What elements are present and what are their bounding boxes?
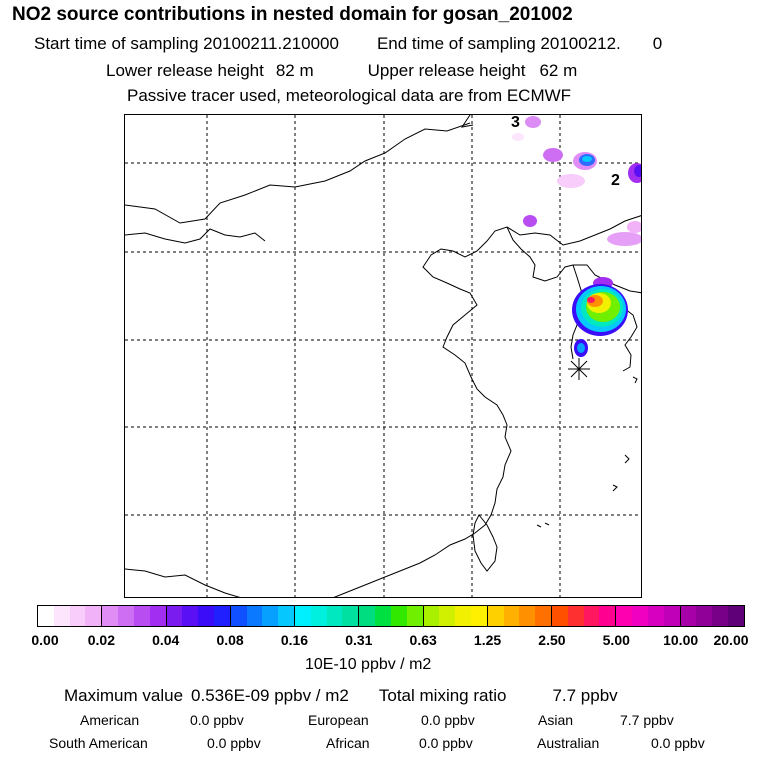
colorbar-swatch [487,606,504,626]
region-name-american: American [80,712,140,728]
summary-line: Maximum value 0.536E-09 ppbv / m2 Total mi… [64,686,618,706]
colorbar-tick-label: 0.31 [345,632,373,648]
colorbar-swatch [149,606,167,626]
region-name-australian: Australian [537,735,600,751]
region-value-african: 0.0 ppbv [419,735,473,751]
region-name-asian: Asian [538,712,574,728]
plume-field [512,116,641,357]
colorbar-tick-label: 2.50 [538,632,566,648]
colorbar [37,605,745,627]
colorbar-swatch [647,606,664,626]
colorbar-swatch [583,606,600,626]
region-value-european: 0.0 ppbv [421,712,475,728]
colorbar-swatch [326,606,343,626]
colorbar-swatch [390,606,407,626]
colorbar-swatch [632,606,648,626]
colorbar-swatch [359,606,376,626]
colorbar-swatch [663,606,681,626]
colorbar-tick-label: 0.08 [216,632,244,648]
region-name-south-american: South American [49,735,148,751]
region-value-south-american: 0.0 ppbv [207,735,261,751]
total-value: 7.7 ppbv [552,686,618,705]
colorbar-swatch [166,606,183,626]
colorbar-swatch [727,606,744,626]
colorbar-swatch [696,606,713,626]
colorbar-swatch [262,606,279,626]
tracer-note: Passive tracer used, meteorological data… [127,86,572,105]
colorbar-swatch [616,606,633,626]
colorbar-swatch [552,606,568,626]
total-label: Total mixing ratio [378,686,507,705]
colorbar-swatch [599,606,617,626]
region-value-asian: 7.7 ppbv [620,712,674,728]
colorbar-swatch [503,606,520,626]
start-time: Start time of sampling 20100211.210000 [34,34,339,53]
colorbar-tick-label: 0.63 [409,632,437,648]
colorbar-swatch [439,606,456,626]
contour-label-3: 3 [511,115,520,131]
region-value-australian: 0.0 ppbv [651,735,705,751]
colorbar-swatch [375,606,391,626]
colorbar-swatch [182,606,199,626]
colorbar-swatch [133,606,150,626]
colorbar-swatch [470,606,488,626]
colorbar-tick-label: 1.25 [473,632,502,648]
lower-height-label: Lower release height [106,61,264,80]
colorbar-tick-label: 5.00 [602,632,630,648]
colorbar-swatch [213,606,231,626]
colorbar-swatch [310,606,327,626]
colorbar-swatch [38,606,54,626]
sampling-times: Start time of sampling 20100211.210000 En… [34,34,662,54]
colorbar-swatch [278,606,295,626]
colorbar-tick-label: 0.04 [152,632,180,648]
max-label: Maximum value [64,686,184,705]
plot-title: NO2 source contributions in nested domai… [12,4,573,25]
region-name-european: European [308,712,369,728]
map-canvas: 3 2 [125,115,641,597]
max-value: 0.536E-09 ppbv / m2 [191,686,349,705]
end-hour: 0 [652,34,663,53]
colorbar-swatch [567,606,584,626]
colorbar-swatch [423,606,440,626]
upper-height-value: 62 m [539,61,578,80]
colorbar-tick-label: 20.00 [713,632,749,648]
colorbar-swatch [455,606,471,626]
release-heights: Lower release height 82 m Upper release he… [106,61,577,81]
colorbar-swatch [53,606,70,626]
grid-lines [125,115,641,597]
colorbar-tick-label: 0.02 [87,632,115,648]
receptor-star-icon [568,358,590,380]
contour-label-2: 2 [611,172,620,189]
colorbar-tick-label: 0.00 [31,632,59,648]
upper-height-label: Upper release height [367,61,526,80]
colorbar-tick-label: 10.00 [663,632,699,648]
colorbar-swatch [519,606,536,626]
region-name-african: African [326,735,370,751]
colorbar-swatch [295,606,311,626]
colorbar-swatch [535,606,552,626]
colorbar-swatch [85,606,103,626]
end-time: End time of sampling 20100212. [376,34,621,53]
colorbar-swatch [69,606,86,626]
colorbar-swatch [246,606,263,626]
map-panel: 3 2 [124,114,642,598]
colorbar-swatch [230,606,247,626]
region-value-american: 0.0 ppbv [190,712,244,728]
colorbar-swatch [406,606,424,626]
colorbar-swatch [102,606,119,626]
colorbar-units: 10E-10 ppbv / m2 [305,656,432,673]
colorbar-swatch [680,606,697,626]
colorbar-tick-label: 0.16 [280,632,309,648]
colorbar-swatch [118,606,134,626]
colorbar-swatch [198,606,214,626]
colorbar-swatch [342,606,360,626]
colorbar-swatch [712,606,728,626]
lower-height-value: 82 m [275,61,314,80]
